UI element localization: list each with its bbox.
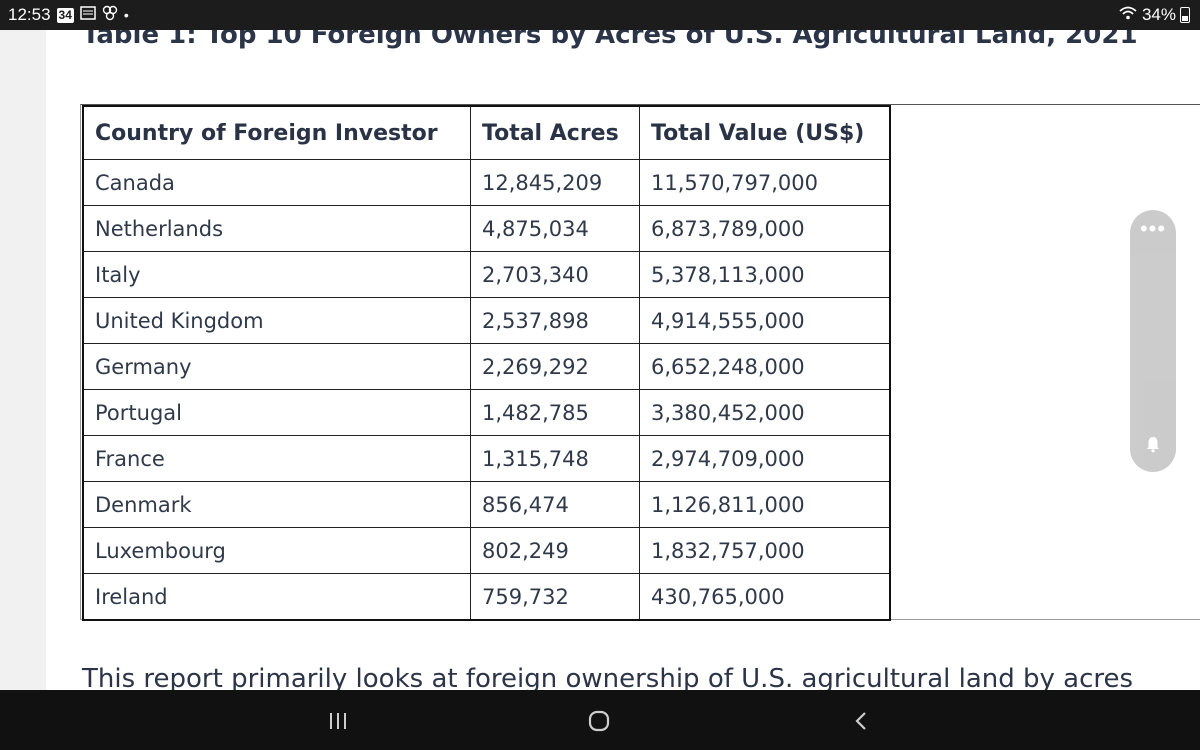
country-cell: Portugal: [82, 389, 471, 436]
acres-cell: 2,703,340: [470, 251, 640, 298]
value-cell: 2,974,709,000: [639, 435, 891, 482]
value-cell: 11,570,797,000: [639, 159, 891, 206]
bell-icon[interactable]: [1144, 435, 1162, 458]
table-row: Germany 2,269,292 6,652,248,000: [82, 343, 891, 390]
navigation-bar: [0, 690, 1200, 750]
acres-cell: 2,537,898: [470, 297, 640, 344]
wifi-icon: [1118, 5, 1138, 26]
edge-panel-handle[interactable]: •••: [1130, 210, 1176, 472]
table-container: Country of Foreign Investor Total Acres …: [80, 104, 1200, 621]
acres-cell: 4,875,034: [470, 205, 640, 252]
value-cell: 5,378,113,000: [639, 251, 891, 298]
table-row: Canada 12,845,209 11,570,797,000: [82, 159, 891, 206]
acres-cell: 856,474: [470, 481, 640, 528]
value-cell: 1,126,811,000: [639, 481, 891, 528]
column-header-acres: Total Acres: [470, 105, 640, 160]
acres-cell: 12,845,209: [470, 159, 640, 206]
table-row: Italy 2,703,340 5,378,113,000: [82, 251, 891, 298]
country-cell: Denmark: [82, 481, 471, 528]
table-row: Portugal 1,482,785 3,380,452,000: [82, 389, 891, 436]
value-cell: 1,832,757,000: [639, 527, 891, 574]
notification-count-badge: 34: [56, 7, 74, 23]
acres-cell: 2,269,292: [470, 343, 640, 390]
more-icon[interactable]: •••: [1139, 216, 1167, 241]
country-cell: Luxembourg: [82, 527, 471, 574]
country-cell: Canada: [82, 159, 471, 206]
acres-cell: 759,732: [470, 573, 640, 621]
country-cell: Italy: [82, 251, 471, 298]
country-cell: France: [82, 435, 471, 482]
clock: 12:53: [8, 5, 51, 24]
battery-percent: 34%: [1141, 5, 1176, 24]
acres-cell: 1,315,748: [470, 435, 640, 482]
web-page: Table 1: Top 10 Foreign Owners by Acres …: [46, 0, 1200, 690]
country-cell: Ireland: [82, 573, 471, 621]
home-icon[interactable]: [585, 708, 613, 734]
back-icon[interactable]: [848, 708, 876, 734]
column-header-value: Total Value (US$): [639, 105, 891, 160]
table-row: United Kingdom 2,537,898 4,914,555,000: [82, 297, 891, 344]
acres-cell: 802,249: [470, 527, 640, 574]
app-icon: [102, 5, 118, 26]
column-header-country: Country of Foreign Investor: [82, 105, 471, 160]
table-row: Netherlands 4,875,034 6,873,789,000: [82, 205, 891, 252]
country-cell: Germany: [82, 343, 471, 390]
value-cell: 3,380,452,000: [639, 389, 891, 436]
value-cell: 6,652,248,000: [639, 343, 891, 390]
value-cell: 4,914,555,000: [639, 297, 891, 344]
country-cell: Netherlands: [82, 205, 471, 252]
status-bar: 12:53 34 • 34%: [0, 0, 1200, 30]
table-row: Luxembourg 802,249 1,832,757,000: [82, 527, 891, 574]
body-paragraph: This report primarily looks at foreign o…: [82, 664, 1134, 690]
country-cell: United Kingdom: [82, 297, 471, 344]
value-cell: 430,765,000: [639, 573, 891, 621]
value-cell: 6,873,789,000: [639, 205, 891, 252]
acres-cell: 1,482,785: [470, 389, 640, 436]
table-row: Denmark 856,474 1,126,811,000: [82, 481, 891, 528]
table-row: France 1,315,748 2,974,709,000: [82, 435, 891, 482]
notification-icon: [80, 5, 96, 25]
recents-icon[interactable]: [324, 708, 352, 734]
status-dot: •: [123, 7, 129, 23]
battery-icon: [1180, 7, 1190, 23]
table-header-row: Country of Foreign Investor Total Acres …: [82, 105, 891, 160]
table-row: Ireland 759,732 430,765,000: [82, 573, 891, 621]
foreign-owners-table: Country of Foreign Investor Total Acres …: [82, 105, 891, 621]
